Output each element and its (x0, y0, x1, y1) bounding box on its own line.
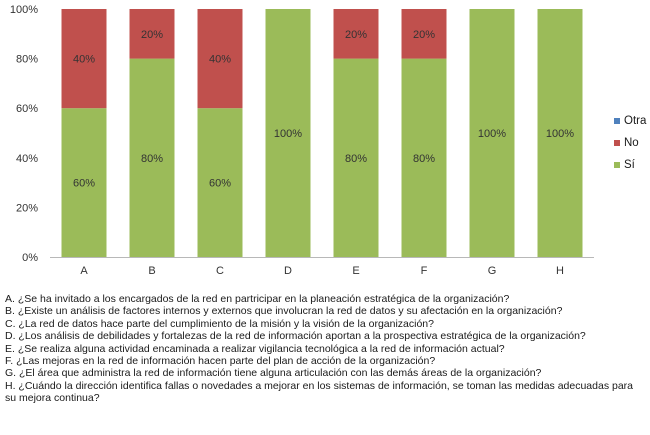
question-b: B. ¿Existe un análisis de factores inter… (5, 305, 563, 318)
legend-item-si: Sí (614, 154, 646, 176)
data-label-h-series-0: 100% (546, 128, 574, 140)
bar-a-series-1 (61, 9, 107, 109)
data-label-c-series-1: 40% (209, 54, 231, 66)
data-label-b-series-0: 80% (141, 153, 163, 165)
data-label-group: 60% 40% 80% 20% 60% 40% 100% 80% 20% 80% 20% 100% 10… (73, 29, 574, 190)
bar-h-series-0 (537, 9, 583, 257)
stacked-bar-chart: 0% 20% 40% 60% 80% 100% 60% 40% 80% 20% 60% 40% 100… (10, 4, 594, 277)
x-tick-label-h: H (556, 265, 564, 277)
y-tick-label-3: 60% (16, 103, 38, 115)
question-a: A. ¿Se ha invitado a los encargados de l… (5, 293, 510, 305)
y-tick-label-5: 100% (10, 4, 38, 16)
bar-g-series-0 (469, 9, 515, 257)
bar-b-series-1 (129, 9, 175, 59)
legend-label-no: No (624, 137, 639, 149)
question-h: H. ¿Cuándo la dirección identifica falla… (5, 379, 634, 405)
bar-group (61, 9, 583, 257)
legend-swatch-otra (614, 118, 620, 124)
x-tick-label-c: C (216, 265, 224, 277)
data-label-d-series-0: 100% (274, 128, 302, 140)
bar-e-series-1 (333, 9, 379, 59)
data-label-b-series-1: 20% (141, 29, 163, 41)
y-tick-label-2: 40% (16, 153, 38, 165)
question-list: A. ¿Se ha invitado a los encargados de l… (5, 293, 645, 405)
y-tick-label-4: 80% (16, 54, 38, 66)
bar-a-series-0 (61, 108, 107, 257)
data-label-e-series-0: 80% (345, 153, 367, 165)
legend-swatch-no (614, 140, 620, 146)
x-tick-label-a: A (80, 265, 88, 277)
legend-label-otra: Otra (624, 115, 647, 127)
legend-swatch-si (614, 162, 620, 168)
question-d: D. ¿Los análisis de debilidades y fortal… (5, 330, 586, 343)
x-tick-label-e: E (352, 265, 359, 277)
legend-item-no: No (614, 132, 646, 154)
y-axis-tick-labels: 0% 20% 40% 60% 80% 100% (10, 4, 38, 264)
y-tick-label-1: 20% (16, 202, 38, 214)
x-tick-label-d: D (284, 265, 292, 277)
bar-c-series-0 (197, 108, 243, 257)
legend-label-si: Sí (624, 159, 635, 171)
data-label-e-series-1: 20% (345, 29, 367, 41)
chart-legend: Otra No Sí (614, 110, 646, 176)
legend-item-otra: Otra (614, 110, 646, 132)
data-label-a-series-0: 60% (73, 178, 95, 190)
question-c: C. ¿La red de datos hace parte del cumpl… (5, 317, 434, 330)
x-tick-label-f: F (421, 265, 428, 277)
bar-c-series-1 (197, 9, 243, 109)
data-label-f-series-1: 20% (413, 29, 435, 41)
y-tick-label-0: 0% (22, 252, 38, 264)
bar-f-series-0 (401, 58, 447, 257)
data-label-g-series-0: 100% (478, 128, 506, 140)
x-tick-label-b: B (148, 265, 155, 277)
data-label-f-series-0: 80% (413, 153, 435, 165)
bar-f-series-1 (401, 9, 447, 59)
data-label-c-series-0: 60% (209, 178, 231, 190)
x-tick-label-g: G (488, 265, 497, 277)
x-axis-tick-labels: A B C D E F G H (80, 265, 564, 277)
bar-b-series-0 (129, 58, 175, 257)
bar-d-series-0 (265, 9, 311, 257)
data-label-a-series-1: 40% (73, 54, 95, 66)
question-g: G. ¿El área que administra la red de inf… (5, 367, 542, 380)
question-e: E. ¿Se realiza alguna actividad encamina… (5, 342, 505, 355)
question-f: F. ¿Las mejoras en la red de información… (5, 355, 436, 368)
bar-e-series-0 (333, 58, 379, 257)
